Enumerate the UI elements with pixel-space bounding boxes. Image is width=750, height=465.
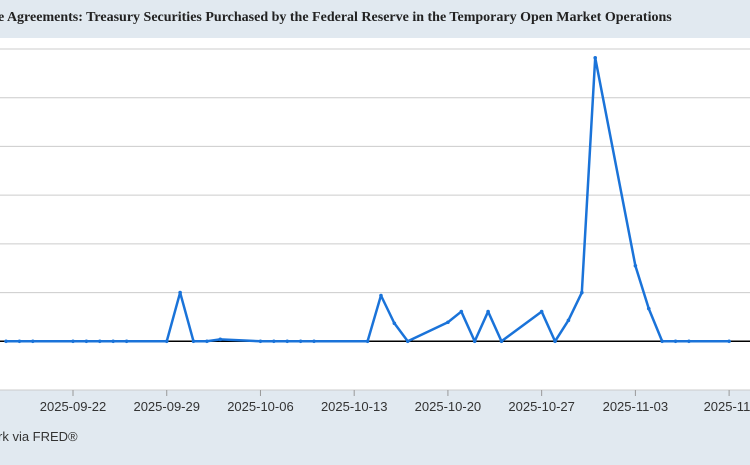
data-point <box>218 337 223 342</box>
x-tick-label: 2025-10-13 <box>321 399 388 414</box>
x-tick-label: 2025-09-22 <box>40 399 107 414</box>
plot-background <box>0 38 750 390</box>
data-point <box>272 339 276 344</box>
series-line <box>6 56 730 343</box>
data-point <box>459 309 464 314</box>
data-point <box>191 339 196 344</box>
data-point <box>593 55 598 60</box>
data-point <box>111 339 115 344</box>
data-point <box>687 339 691 344</box>
data-point <box>660 339 664 344</box>
data-point <box>31 339 35 344</box>
x-tick-label: 2025-10-20 <box>415 399 482 414</box>
x-tick-label: 2025-11-03 <box>603 399 669 414</box>
data-point <box>17 339 22 344</box>
x-tick-label: 2025-10-06 <box>227 399 294 414</box>
data-point <box>365 339 370 344</box>
data-point <box>97 339 102 344</box>
data-point <box>486 309 490 314</box>
data-point <box>312 339 316 344</box>
data-point <box>285 339 290 344</box>
data-point <box>124 339 129 344</box>
data-point <box>580 290 584 295</box>
data-point <box>4 339 8 344</box>
data-point <box>205 339 209 344</box>
data-point <box>71 339 75 344</box>
x-tick-label: 2025-11- <box>704 399 750 414</box>
data-point <box>553 339 557 344</box>
data-point <box>379 293 383 298</box>
data-point <box>539 309 544 314</box>
x-tick-label: 2025-09-29 <box>133 399 200 414</box>
data-point <box>633 263 638 268</box>
data-point <box>446 320 450 325</box>
data-point <box>84 339 89 344</box>
data-point <box>673 339 678 344</box>
chart-title: e Agreements: Treasury Securities Purcha… <box>0 10 672 25</box>
x-tick-label: 2025-10-27 <box>508 399 575 414</box>
data-point <box>392 321 397 326</box>
data-point <box>472 339 477 344</box>
data-point <box>405 339 410 344</box>
data-point <box>566 318 571 323</box>
data-point <box>499 339 504 344</box>
data-point <box>298 339 303 344</box>
data-point <box>178 290 182 295</box>
source-note: rk via FRED® <box>0 429 78 444</box>
data-point <box>164 339 169 344</box>
data-point <box>646 306 651 311</box>
data-point <box>258 339 263 344</box>
data-point <box>727 339 731 344</box>
